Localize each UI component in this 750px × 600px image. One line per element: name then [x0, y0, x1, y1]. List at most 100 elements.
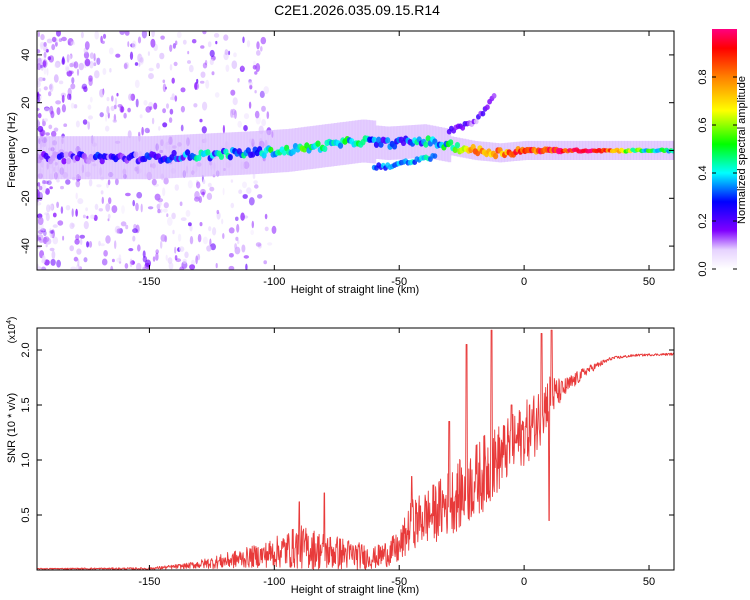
spectrogram-speckle — [58, 80, 64, 85]
spectrogram-ridge — [304, 142, 310, 149]
colorbar-label: Normalized spectral amplitude — [736, 76, 748, 224]
spectrogram-speckle — [61, 104, 66, 113]
spectrogram-speckle — [40, 64, 43, 69]
spectrogram-speckle — [132, 235, 136, 242]
spectrogram-speckle — [223, 34, 229, 41]
spectrogram-speckle — [228, 50, 231, 56]
spectrogram-speckle — [119, 31, 126, 35]
spectrogram-speckle — [89, 60, 94, 69]
spectrogram-speckle — [37, 201, 42, 206]
spectrogram-speckle — [39, 41, 45, 48]
spectrogram-speckle — [209, 58, 214, 66]
spectrogram-speckle — [202, 236, 208, 245]
spectrogram-speckle — [78, 266, 82, 270]
spectrogram-speckle — [45, 188, 50, 195]
spectrogram-ridge — [63, 151, 69, 158]
spectrogram-speckle — [222, 187, 225, 196]
spectrogram-speckle — [137, 36, 142, 44]
spectrogram-speckle — [50, 233, 53, 239]
spectrogram-speckle — [246, 187, 252, 195]
spectrogram-branch — [480, 110, 486, 117]
spectrogram-speckle — [77, 258, 80, 267]
spectrogram-speckle — [43, 180, 49, 185]
tick-label: 0.4 — [697, 165, 709, 180]
spectrogram-speckle — [174, 184, 179, 191]
spectrogram-speckle — [171, 77, 175, 84]
spectrogram-speckle — [56, 107, 61, 116]
spectrogram-speckle — [105, 203, 111, 212]
spectrogram-speckle — [88, 241, 93, 248]
spectrogram-speckle — [158, 126, 161, 131]
spectrogram-speckle — [160, 35, 165, 40]
spectrogram-speckle — [51, 36, 57, 43]
spectrogram-speckle — [99, 243, 105, 247]
spectrogram-speckle — [105, 235, 111, 244]
spectrogram-speckle — [86, 241, 90, 248]
spectrogram-speckle — [202, 62, 208, 69]
spectrogram-speckle — [37, 31, 41, 37]
spectrogram-speckle — [243, 255, 249, 259]
spectrogram-speckle — [88, 115, 93, 120]
spectrogram-speckle — [172, 229, 175, 235]
spectrogram-speckle — [37, 77, 40, 85]
spectrogram-speckle — [180, 105, 185, 113]
spectrogram-speckle — [69, 63, 74, 68]
spectrogram-speckle — [134, 62, 139, 66]
spectrogram-speckle — [173, 61, 178, 67]
spectrogram-speckle — [176, 31, 182, 38]
spectrogram-speckle — [202, 179, 206, 185]
spectrogram-speckle — [49, 230, 54, 234]
spectrogram-speckle — [180, 124, 184, 132]
spectrogram-speckle — [70, 266, 77, 270]
spectrogram-speckle — [199, 118, 203, 123]
spectrogram-speckle — [49, 186, 53, 190]
spectrogram-branch — [491, 93, 497, 99]
spectrogram-speckle — [61, 36, 67, 42]
spectrogram-speckle — [111, 258, 115, 263]
spectrogram-speckle — [85, 207, 88, 212]
spectrogram-speckle — [224, 49, 229, 56]
spectrogram-speckle — [40, 266, 47, 270]
spectrogram-speckle — [107, 179, 111, 186]
spectrogram-speckle — [194, 82, 200, 90]
spectrogram-speckle — [43, 51, 47, 58]
spectrogram-speckle — [123, 63, 128, 70]
spectrogram-speckle — [60, 206, 64, 214]
spectrogram-speckle — [163, 202, 169, 209]
spectrogram-haze — [207, 133, 212, 177]
spectrogram-speckle — [248, 81, 254, 86]
spectrogram-speckle — [37, 266, 42, 270]
tick-label: -100 — [263, 576, 285, 588]
spectrogram-speckle — [169, 44, 173, 52]
spectrogram-speckle — [237, 239, 240, 245]
spectrogram-ridge — [448, 139, 454, 146]
tick-label: 0 — [521, 576, 527, 588]
spectrogram-speckle — [37, 63, 42, 71]
spectrogram-speckle — [111, 95, 114, 102]
spectrogram-speckle — [179, 266, 185, 270]
spectrogram-speckle — [141, 126, 144, 136]
spectrogram-speckle — [171, 93, 175, 101]
spectrogram-ridge — [454, 142, 460, 149]
spectrogram-speckle — [215, 263, 218, 269]
spectrogram-speckle — [73, 61, 79, 69]
spectrogram-speckle — [56, 201, 59, 208]
spectrogram-speckle — [108, 47, 114, 55]
spectrogram-speckle — [112, 119, 118, 123]
spectrogram-speckle — [50, 258, 56, 266]
spectrogram-speckle — [65, 67, 70, 72]
snr-x-label: Height of straight line (km) — [291, 584, 419, 596]
snr-series-line — [37, 329, 674, 570]
spectrogram-speckle — [257, 194, 263, 199]
spectrogram-speckle — [230, 89, 236, 96]
spectrogram-speckle — [160, 208, 163, 214]
spectrogram-speckle — [87, 121, 90, 130]
spectrogram-speckle — [42, 59, 48, 68]
spectrogram-speckle — [37, 192, 40, 199]
spectrogram-speckle — [162, 122, 168, 128]
spectrogram-speckle — [82, 214, 86, 219]
spectrogram-speckle — [102, 33, 107, 39]
spectrogram-speckle — [75, 234, 80, 241]
spectrogram-speckle — [70, 83, 76, 90]
